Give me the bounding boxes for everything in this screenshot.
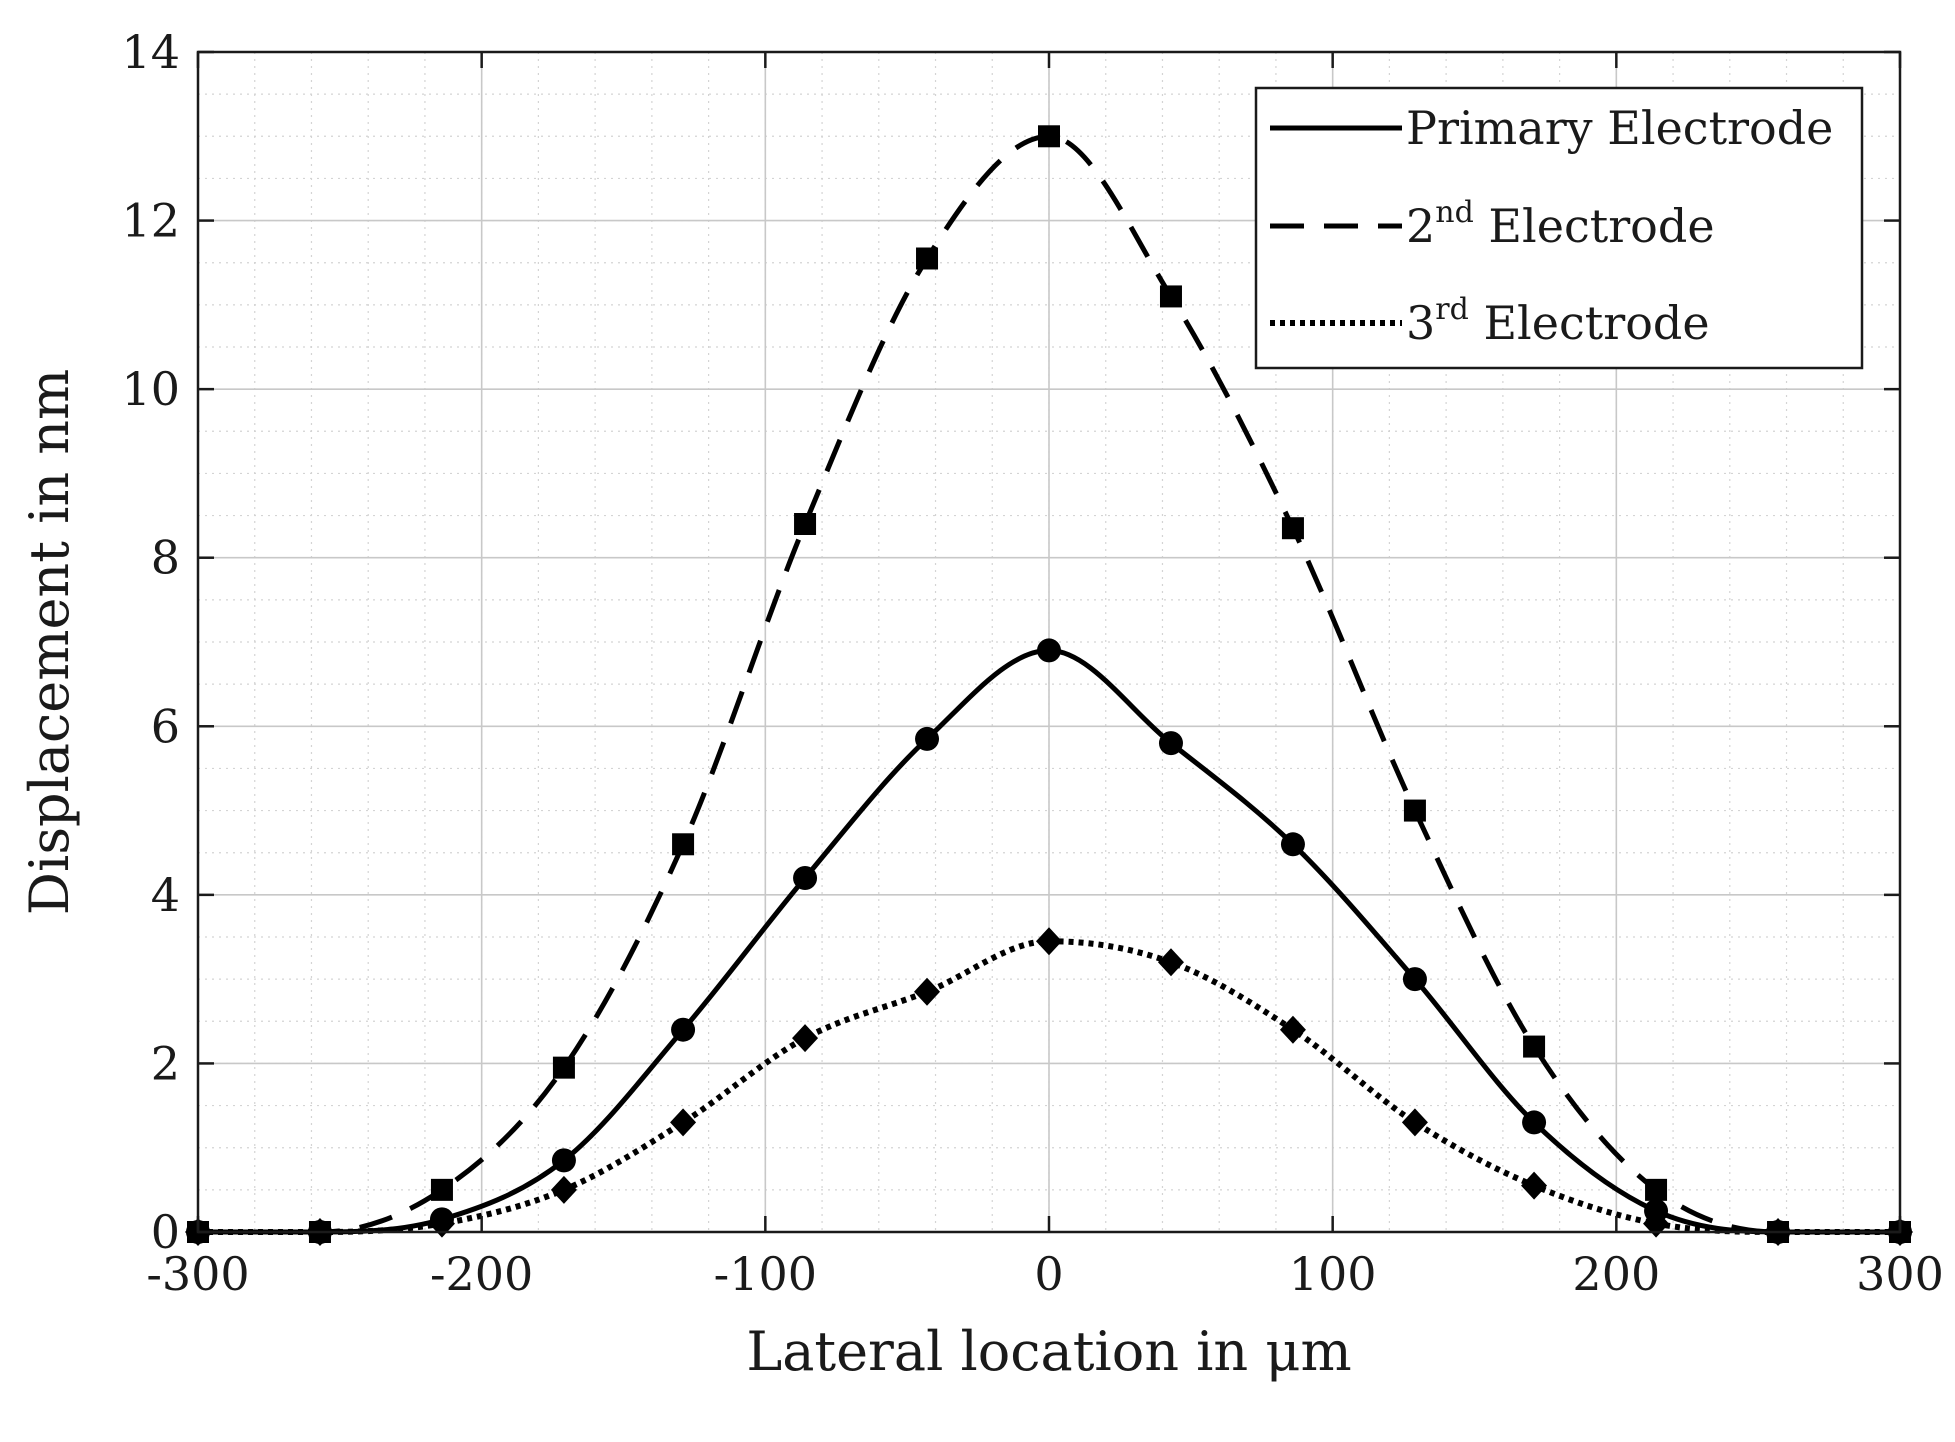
- data-point-square: [1645, 1178, 1668, 1201]
- data-point-diamond: [550, 1175, 577, 1204]
- legend-label-rest: Electrode: [1469, 296, 1710, 350]
- data-point-diamond: [428, 1209, 455, 1238]
- data-point-diamond: [670, 1108, 697, 1137]
- legend-label-rest: Electrode: [1474, 199, 1715, 253]
- data-point-square: [1523, 1035, 1546, 1058]
- x-tick-label: 200: [1572, 1247, 1660, 1301]
- x-tick-label: 300: [1856, 1247, 1944, 1301]
- series-markers: [185, 125, 1913, 1246]
- y-tick-label: 10: [121, 362, 180, 416]
- data-point-square: [794, 513, 817, 535]
- legend-label-main: 2: [1406, 199, 1435, 253]
- data-point-diamond: [1643, 1209, 1670, 1238]
- data-point-square: [430, 1178, 453, 1201]
- data-point-circle: [793, 866, 818, 890]
- legend-label-superscript: rd: [1435, 292, 1469, 327]
- y-tick-label: 4: [151, 868, 180, 922]
- legend-label-main: 3: [1406, 296, 1435, 350]
- data-point-circle: [915, 726, 940, 751]
- x-tick-labels: -300 -200 -100 0 100 200 300: [146, 1247, 1944, 1301]
- data-point-square: [552, 1056, 575, 1079]
- legend-entry-label: 2nd Electrode: [1406, 195, 1715, 253]
- legend-entry-label: Primary Electrode: [1406, 101, 1833, 155]
- data-point-square: [1038, 125, 1060, 148]
- legend-label-main: Primary Electrode: [1406, 101, 1833, 155]
- y-tick-label: 2: [151, 1036, 180, 1090]
- data-point-diamond: [1521, 1171, 1548, 1200]
- data-point-circle: [551, 1148, 576, 1173]
- y-tick-label: 14: [121, 25, 180, 79]
- legend-label-superscript: nd: [1435, 195, 1474, 230]
- data-point-circle: [671, 1017, 696, 1042]
- data-point-square: [1403, 799, 1426, 822]
- data-point-diamond: [914, 977, 941, 1006]
- x-axis-title: Lateral location in μm: [746, 1320, 1351, 1383]
- y-tick-label: 6: [151, 699, 180, 753]
- data-point-circle: [1280, 832, 1305, 857]
- data-point-square: [672, 833, 695, 856]
- data-point-diamond: [1036, 927, 1062, 956]
- data-point-circle: [1037, 638, 1061, 663]
- y-tick-label: 8: [151, 531, 180, 585]
- y-tick-label: 0: [151, 1205, 180, 1259]
- data-point-diamond: [1401, 1108, 1428, 1137]
- x-tick-label: 0: [1034, 1247, 1063, 1301]
- y-axis-title: Displacement in nm: [18, 369, 81, 916]
- y-tick-labels: 0 2 4 6 8 10 12 14: [121, 25, 180, 1259]
- data-point-diamond: [1157, 948, 1184, 977]
- data-point-square: [916, 247, 939, 270]
- data-point-diamond: [1279, 1015, 1306, 1044]
- x-tick-label: -100: [714, 1247, 817, 1301]
- data-point-diamond: [792, 1024, 819, 1053]
- data-point-circle: [1522, 1110, 1547, 1135]
- series-line-dashed: [197, 133, 1900, 1235]
- data-point-circle: [1402, 967, 1427, 992]
- y-tick-label: 12: [121, 194, 180, 248]
- x-tick-label: -200: [430, 1247, 533, 1301]
- legend-entry-label: 3rd Electrode: [1406, 292, 1710, 350]
- data-point-square: [1159, 285, 1182, 308]
- x-tick-label: 100: [1289, 1247, 1377, 1301]
- data-point-circle: [1158, 731, 1183, 756]
- x-tick-label: -300: [146, 1247, 249, 1301]
- data-point-square: [1281, 517, 1304, 540]
- tick-marks: [196, 50, 1902, 1234]
